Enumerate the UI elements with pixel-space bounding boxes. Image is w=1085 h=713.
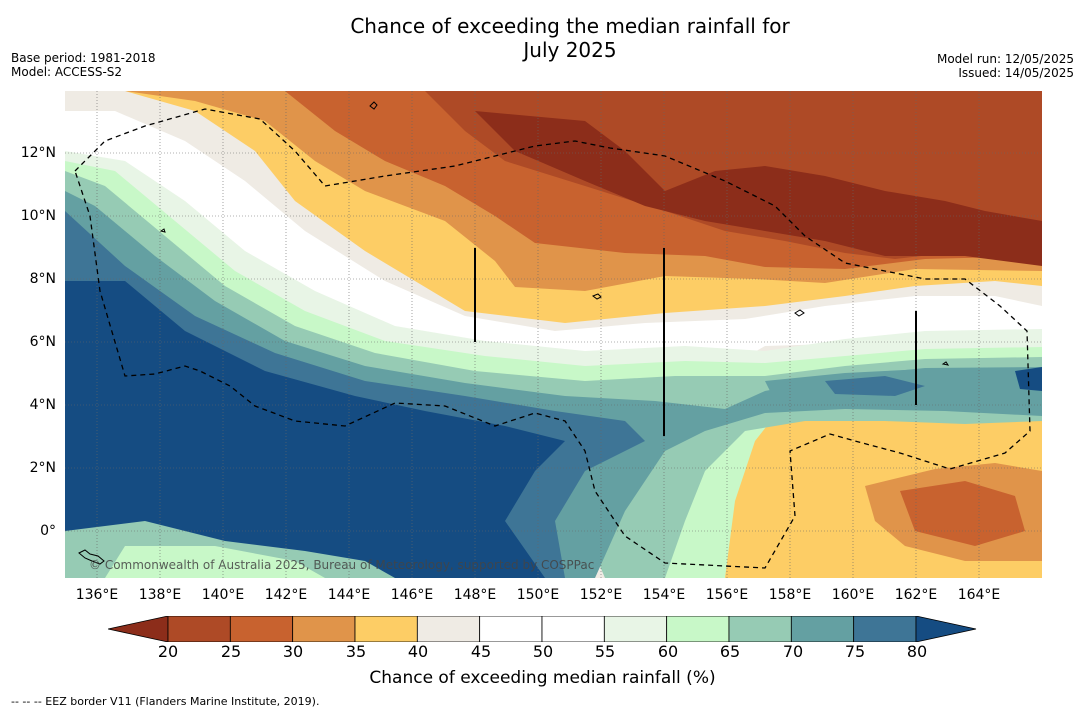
region-50-55 xyxy=(65,111,1042,578)
colorbar-tick-70: 70 xyxy=(782,642,804,661)
region-gt-80 xyxy=(65,281,565,578)
colorbar-cell xyxy=(354,615,418,643)
region-lt-20 xyxy=(475,111,1042,266)
colorbar-cell xyxy=(167,615,231,643)
lon-label-156e: 156°E xyxy=(705,587,749,603)
region-75-80-east xyxy=(825,376,925,396)
lat-label-2n: 2°N xyxy=(29,460,56,476)
lon-label-152e: 152°E xyxy=(579,587,623,603)
colorbar-cell xyxy=(790,615,855,643)
islands xyxy=(78,101,950,565)
lon-label-164e: 164°E xyxy=(957,587,1001,603)
eez-border xyxy=(74,108,1031,569)
colorbar-tick-20: 20 xyxy=(157,642,179,661)
colorbar-cell xyxy=(666,615,730,643)
meta-left: Base period: 1981-2018 Model: ACCESS-S2 xyxy=(11,51,156,79)
colorbar-cell xyxy=(416,615,481,643)
colorbar-title: Chance of exceeding median rainfall (%) xyxy=(369,668,716,688)
lat-label-0: 0° xyxy=(40,523,56,539)
lon-label-146e: 146°E xyxy=(390,587,434,603)
colorbar-tick-55: 55 xyxy=(594,642,616,661)
colorbar-cell xyxy=(853,615,917,643)
colorbar-tick-40: 40 xyxy=(407,642,429,661)
map-canvas xyxy=(65,91,1042,578)
lon-label-158e: 158°E xyxy=(768,587,812,603)
lon-label-142e: 142°E xyxy=(264,587,308,603)
lon-label-150e: 150°E xyxy=(516,587,560,603)
colorbar-cells xyxy=(167,615,917,643)
lat-label-4n: 4°N xyxy=(29,397,56,413)
colorbar-tick-50: 50 xyxy=(532,642,554,661)
copyright-notice: © Commonwealth of Australia 2025, Bureau… xyxy=(89,558,595,572)
colorbar-arrow-low xyxy=(107,615,169,643)
colorbar-cell xyxy=(292,615,356,643)
lon-label-148e: 148°E xyxy=(453,587,497,603)
lat-label-8n: 8°N xyxy=(29,271,56,287)
eez-legend-note: -- -- -- EEZ border V11 (Flanders Marine… xyxy=(11,695,320,708)
rainfall-map xyxy=(65,91,1042,578)
colorbar-cell xyxy=(728,615,792,643)
colorbar-tick-65: 65 xyxy=(719,642,741,661)
lon-label-154e: 154°E xyxy=(642,587,686,603)
map-title-line1: Chance of exceeding the median rainfall … xyxy=(350,14,790,38)
base-period: Base period: 1981-2018 xyxy=(11,51,156,65)
colorbar-tick-60: 60 xyxy=(657,642,679,661)
colorbar-tick-80: 80 xyxy=(906,642,928,661)
colorbar-tick-75: 75 xyxy=(844,642,866,661)
colorbar xyxy=(107,615,978,646)
lon-label-160e: 160°E xyxy=(831,587,875,603)
map-title: Chance of exceeding the median rainfall … xyxy=(0,14,1085,62)
meta-right: Model run: 12/05/2025 Issued: 14/05/2025 xyxy=(937,52,1074,80)
map-title-line2: July 2025 xyxy=(523,38,617,62)
region-25-30-se xyxy=(900,481,1025,546)
colorbar-arrow-high xyxy=(915,615,977,643)
graticule xyxy=(65,91,1042,578)
colorbar-cell xyxy=(479,615,543,643)
colorbar-tick-35: 35 xyxy=(345,642,367,661)
model-run: Model run: 12/05/2025 xyxy=(936,52,1074,66)
lon-label-138e: 138°E xyxy=(138,587,182,603)
boundary-lines xyxy=(474,248,917,436)
colorbar-cell xyxy=(541,615,605,643)
lon-label-144e: 144°E xyxy=(327,587,371,603)
colorbar-svg xyxy=(107,615,977,643)
lon-label-136e: 136°E xyxy=(75,587,119,603)
colorbar-cell xyxy=(603,615,668,643)
lon-label-140e: 140°E xyxy=(201,587,245,603)
lon-label-162e: 162°E xyxy=(894,587,938,603)
lat-label-10n: 10°N xyxy=(20,208,56,224)
issued-date: Issued: 14/05/2025 xyxy=(958,66,1074,80)
colorbar-tick-30: 30 xyxy=(282,642,304,661)
colorbar-tick-25: 25 xyxy=(220,642,242,661)
colorbar-cell xyxy=(229,615,294,643)
region-gt-80-east xyxy=(1015,367,1042,391)
region-60-65 xyxy=(65,161,1042,578)
colorbar-tick-45: 45 xyxy=(470,642,492,661)
lat-label-12n: 12°N xyxy=(20,145,56,161)
model-name: Model: ACCESS-S2 xyxy=(11,65,123,79)
lat-label-6n: 6°N xyxy=(29,334,56,350)
